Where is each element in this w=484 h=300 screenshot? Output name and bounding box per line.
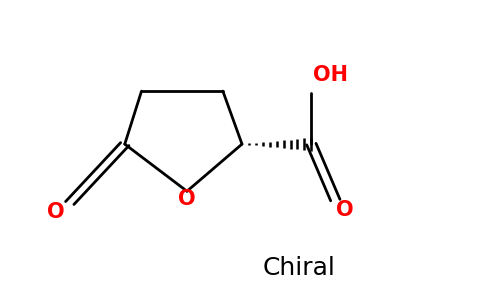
Text: O: O <box>178 189 196 208</box>
Text: O: O <box>336 200 354 220</box>
Text: O: O <box>46 202 64 222</box>
Text: OH: OH <box>313 65 348 85</box>
Text: Chiral: Chiral <box>263 256 336 280</box>
